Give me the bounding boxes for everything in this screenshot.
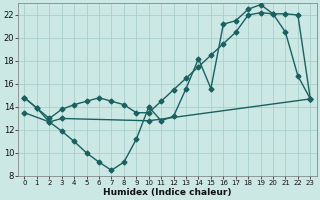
X-axis label: Humidex (Indice chaleur): Humidex (Indice chaleur): [103, 188, 232, 197]
